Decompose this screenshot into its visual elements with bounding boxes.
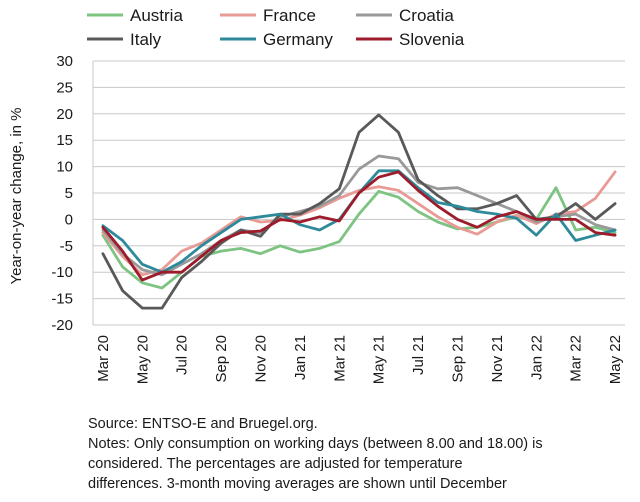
notes-line: Notes: Only consumption on working days … <box>88 436 543 452</box>
x-tick-label: Jan 22 <box>528 335 545 380</box>
chart-legend: Austria France Croatia Italy Germany Slovenia <box>87 6 465 49</box>
chart-series-lines <box>101 113 617 310</box>
y-tick-label: -20 <box>51 317 73 334</box>
series-line-croatia <box>101 154 617 277</box>
x-tick-label: Sep 21 <box>450 335 467 383</box>
notes-line: considered. The percentages are adjusted… <box>88 456 463 472</box>
legend-label: Austria <box>130 6 183 25</box>
legend-label: Germany <box>263 30 333 49</box>
series-line-italy <box>101 113 617 310</box>
x-tick-label: May 22 <box>607 335 624 384</box>
line-chart: Austria France Croatia Italy Germany Slovenia… <box>8 6 625 384</box>
y-tick-label: -5 <box>60 238 73 255</box>
x-axis-ticks: Mar 20 May 20 Jul 20 Sep 20 Nov 20 Jan 21 Mar … <box>95 335 624 384</box>
y-tick-label: -15 <box>51 291 73 308</box>
x-tick-label: Nov 20 <box>252 335 269 383</box>
x-tick-label: Jan 21 <box>292 335 309 380</box>
legend-label: Slovenia <box>399 30 465 49</box>
source-note: Source: ENTSO-E and Bruegel.org. <box>88 416 318 432</box>
x-tick-label: Mar 22 <box>568 335 585 382</box>
y-axis-label: Year-on-year change, in % <box>8 107 25 284</box>
y-tick-label: 25 <box>56 79 73 96</box>
notes-line: differences. 3-month moving averages are… <box>88 476 507 492</box>
y-tick-label: 30 <box>56 53 73 70</box>
x-tick-label: Jul 20 <box>174 335 191 375</box>
chart-notes: Source: ENTSO-E and Bruegel.org. Notes: … <box>88 414 636 494</box>
chart-gridlines <box>92 60 625 326</box>
y-tick-label: 20 <box>56 106 73 123</box>
y-axis-ticks: -20 -15 -10 -5 0 5 10 15 20 25 30 <box>51 53 73 334</box>
y-tick-label: 0 <box>65 211 73 228</box>
y-tick-label: 5 <box>65 185 73 202</box>
y-tick-label: -10 <box>51 264 73 281</box>
x-tick-label: May 20 <box>134 335 151 384</box>
legend-label: France <box>263 6 316 25</box>
x-tick-label: Mar 20 <box>95 335 112 382</box>
x-tick-label: Nov 21 <box>489 335 506 383</box>
x-tick-label: Mar 21 <box>331 335 348 382</box>
legend-label: Croatia <box>399 6 454 25</box>
y-tick-label: 10 <box>56 159 73 176</box>
legend-label: Italy <box>130 30 162 49</box>
x-tick-label: Sep 20 <box>213 335 230 383</box>
x-tick-label: May 21 <box>371 335 388 384</box>
series-line-france <box>101 170 617 277</box>
x-tick-label: Jul 21 <box>410 335 427 375</box>
series-line-slovenia <box>101 170 617 282</box>
y-tick-label: 15 <box>56 132 73 149</box>
